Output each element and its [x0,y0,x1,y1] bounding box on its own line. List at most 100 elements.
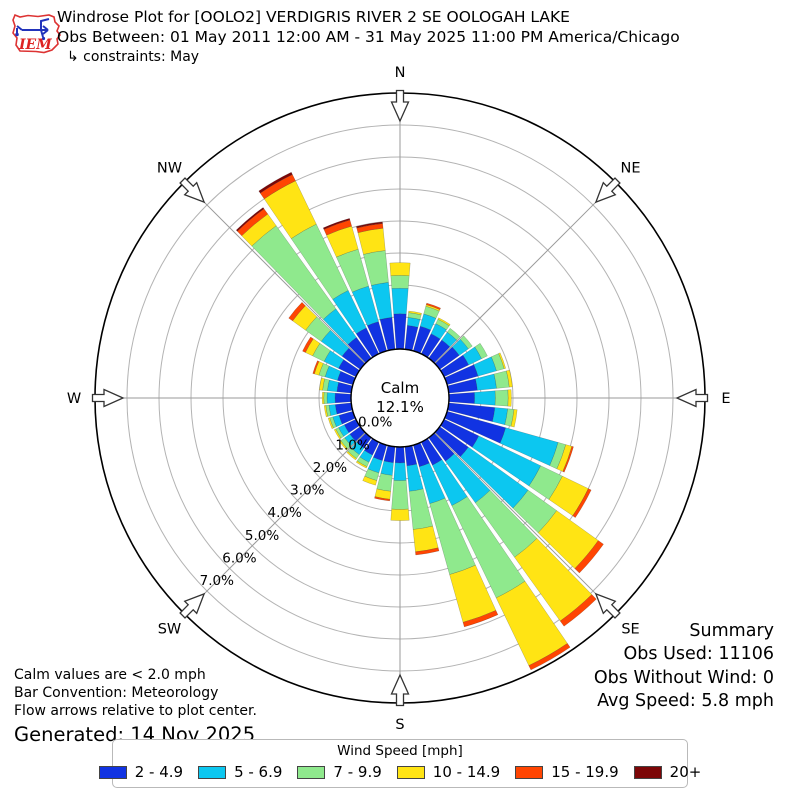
windrose-bar-segment [441,331,457,348]
windrose-bar-segment [355,460,368,469]
ring-percent-label: 3.0% [290,483,324,499]
windrose-bar-segment [367,456,383,474]
flow-arrow-icon [594,177,621,204]
windrose-bar-segment [362,475,378,486]
ring-percent-label: 1.0% [335,437,369,453]
windrose-bar-segment [474,489,538,558]
windrose-bar-segment [415,547,440,556]
windrose-bar-segment [359,450,373,463]
windrose-bar-segment [473,356,497,377]
ring-percent-label: 5.0% [245,528,279,544]
windrose-bar-segment [332,290,367,335]
windrose-bar-segment [394,446,406,464]
windrose-bar-segment [322,308,357,345]
legend-item: 10 - 14.9 [396,763,501,781]
windrose-bar-segment [328,404,338,416]
windrose-bar-segment [451,496,526,599]
windrose-bar-segment [336,248,369,293]
windrose-bar-segment [324,365,342,381]
compass-label: SE [621,622,639,638]
legend-title: Wind Speed [mph] [337,743,463,759]
windrose-bar-segment [323,219,353,236]
flow-arrow-icon [179,592,206,619]
windrose-bar-segment [548,475,589,517]
windrose-bar-segment [335,427,345,439]
windrose-bar-segment [320,329,350,357]
ring-percent-label: 2.0% [313,460,347,476]
windrose-bar-segment [259,174,296,200]
windrose-bar-segment [323,392,328,404]
windrose-bar-segment [380,460,394,476]
windrose-bar-segment [312,360,320,375]
windrose-bar-segment [323,405,329,418]
windrose-bar-segment [492,407,508,426]
windrose-bar-segment [448,392,475,404]
windrose-bar-segment [326,225,359,258]
windrose-bar-segment [429,497,476,575]
windrose-bar-segment [251,225,337,320]
windrose-bar-segment [374,488,391,500]
windrose-bar-segment [313,361,324,376]
ring-percent-label: 0.0% [358,415,392,431]
windrose-bar-segment [329,416,337,429]
iem-logo-graphic: IEM [12,13,61,54]
summary-obs-used: Obs Used: 11106 [623,644,775,665]
windrose-bar-segment [537,510,599,569]
compass-label: NE [621,160,641,176]
legend-item-label: 15 - 19.9 [551,763,619,781]
windrose-bar-segment [430,323,447,340]
windrose-bar-segment [357,227,386,255]
windrose-bar-segment [432,459,468,506]
compass-spoke [434,181,617,364]
flow-arrow-icon [91,388,125,408]
summary-title: Summary [689,621,774,641]
windrose-bar-segment [321,391,325,405]
windrose-bar-segment [490,353,505,372]
legend-swatch-icon [297,765,326,779]
windrose-bar-segment [356,223,384,234]
windrose-bar-segment [425,304,441,312]
windrose-bar-segment [305,316,331,342]
windrose-bar-segment [391,287,409,315]
windrose-bar-segment [389,262,411,276]
calm-circle [350,348,450,448]
windrose-bar-segment [374,496,391,502]
windrose-bar-segment [363,250,389,286]
windrose-bar-segment [406,463,424,492]
plot-header: Windrose Plot for [OOLO2] VERDIGRIS RIVE… [57,8,680,66]
legend-swatch-icon [515,765,544,779]
compass-label: NW [157,160,182,176]
windrose-bar-segment [241,213,277,247]
windrose-bar-segment [528,643,571,671]
windrose-bar-segment [437,317,451,327]
iowa-outline-icon [12,13,61,54]
windrose-bar-segment [475,373,497,391]
windrose-bar-segment [451,338,469,356]
windrose-bar-segment [408,310,422,316]
windrose-bar-segment [318,363,330,378]
windrose-bar-segment [322,218,351,230]
windrose-bar-segment [312,342,331,362]
windrose-bar-segment [459,335,473,350]
flow-arrow-icon [390,89,410,123]
windrose-bar-segment [355,221,383,229]
summary-avg-speed: Avg Speed: 5.8 mph [597,690,774,711]
windrose-bar-segment [235,207,265,232]
legend-item: 2 - 4.9 [98,763,184,781]
footnotes-block: Calm values are < 2.0 mph Bar Convention… [14,666,257,747]
windrose-bar-segment [471,435,542,487]
windrose-bar-segment [338,424,350,437]
windrose-bar-segment [423,305,440,319]
windrose-bar-segment [346,451,357,461]
legend-item-label: 2 - 4.9 [134,763,184,781]
arrows-note: Flow arrows relative to plot center. [14,703,257,720]
windrose-bar-segment [334,392,352,404]
compass-label: N [395,65,406,81]
windrose-bar-segment [340,437,352,450]
windrose-bar-segment [327,379,339,392]
plot-constraints: ↳ constraints: May [67,48,200,65]
weather-vane-icon [15,18,50,41]
legend-item-label: 10 - 14.9 [432,763,501,781]
windrose-bar-segment [407,312,422,320]
